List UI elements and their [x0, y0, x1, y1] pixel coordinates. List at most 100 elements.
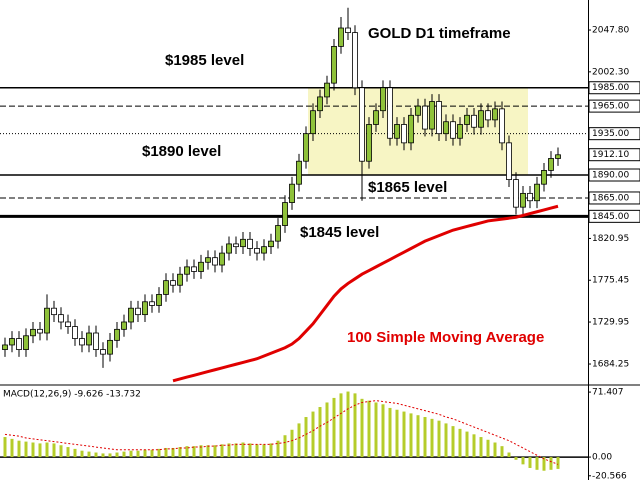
- candle-body: [51, 307, 57, 316]
- candle-body: [254, 248, 260, 254]
- macd-bar: [339, 393, 343, 458]
- candle-body: [212, 257, 218, 266]
- macd-bar: [87, 451, 91, 458]
- macd-bar: [185, 446, 189, 458]
- macd-bar: [150, 449, 154, 458]
- macd-bar: [17, 440, 21, 458]
- candle-body: [548, 158, 554, 171]
- candle-body: [142, 301, 148, 316]
- level-label: 1845.00: [592, 212, 629, 222]
- sma-label: 100 Simple Moving Average: [347, 329, 544, 346]
- macd-bar: [437, 420, 441, 458]
- macd-bar: [500, 446, 504, 458]
- macd-bar: [416, 415, 420, 458]
- level-label: 1965.00: [592, 102, 629, 112]
- candle-body: [478, 110, 484, 128]
- candle-body: [163, 280, 169, 295]
- macd-bar: [157, 448, 161, 458]
- macd-bar: [101, 453, 105, 458]
- candle-body: [2, 344, 8, 350]
- macd-bar: [3, 437, 7, 458]
- macd-bar: [199, 445, 203, 458]
- macd-bar: [465, 431, 469, 458]
- candle-body: [527, 192, 533, 202]
- annotation: $1865 level: [368, 179, 447, 196]
- macd-bar: [262, 444, 266, 458]
- candle-body: [9, 338, 15, 346]
- macd-bar: [234, 443, 238, 458]
- level-label: 1935.00: [592, 129, 629, 139]
- macd-bar: [171, 447, 175, 458]
- level-box: [588, 191, 640, 205]
- annotation: $1985 level: [165, 52, 244, 69]
- candle-body: [464, 114, 470, 125]
- macd-bar: [367, 400, 371, 458]
- candle-body: [380, 87, 386, 112]
- macd-bar: [493, 442, 497, 458]
- macd-bar: [402, 411, 406, 458]
- candle-body: [373, 110, 379, 125]
- candle-body: [282, 202, 288, 226]
- candle-body: [44, 307, 50, 334]
- candle-body: [79, 338, 85, 346]
- candle-body: [184, 266, 190, 275]
- candle-body: [268, 240, 274, 248]
- candle-body: [16, 338, 22, 350]
- macd-bar: [38, 443, 42, 458]
- macd-bar: [52, 443, 56, 458]
- macd-bar: [108, 453, 112, 458]
- level-box: [588, 99, 640, 113]
- candle-body: [401, 124, 407, 144]
- macd-bar: [409, 413, 413, 458]
- candle-body: [240, 238, 246, 248]
- candle-body: [394, 124, 400, 139]
- macd-bar: [423, 417, 427, 458]
- candle-body: [149, 301, 155, 306]
- candle-body: [506, 142, 512, 180]
- candle-body: [65, 321, 71, 327]
- y-tick-label: -20.566: [592, 471, 627, 480]
- candle-body: [317, 96, 323, 112]
- candle-body: [366, 124, 372, 162]
- macd-bar: [290, 429, 294, 458]
- candle-body: [170, 280, 176, 286]
- macd-bar: [535, 457, 539, 470]
- candle-body: [275, 225, 281, 242]
- macd-bar: [276, 440, 280, 458]
- macd-bar: [164, 447, 168, 458]
- macd-bar: [178, 447, 182, 458]
- y-tick-label: 2047.80: [592, 26, 629, 36]
- macd-bar: [549, 457, 553, 470]
- candle-body: [443, 121, 449, 135]
- macd-bar: [66, 447, 70, 458]
- y-tick-label: 71.407: [592, 388, 624, 398]
- macd-title: MACD(12,26,9) -9.626 -13.732: [3, 390, 141, 400]
- candle-body: [492, 108, 498, 121]
- sma-line: [172, 204, 559, 383]
- candle-body: [541, 170, 547, 185]
- candle-body: [534, 183, 540, 202]
- candle-body: [37, 328, 43, 334]
- candle-body: [429, 101, 435, 130]
- price-label: 1912.10: [592, 150, 629, 160]
- candle-body: [324, 82, 330, 98]
- macd-bar: [528, 457, 532, 468]
- candle-body: [422, 105, 428, 130]
- level-label: 1890.00: [592, 171, 629, 181]
- candle-body: [191, 266, 197, 272]
- macd-bar: [255, 444, 259, 458]
- candle-body: [107, 339, 113, 355]
- candle-body: [30, 328, 36, 337]
- candle-body: [387, 87, 393, 139]
- macd-bar: [395, 409, 399, 458]
- annotation: $1845 level: [300, 224, 379, 241]
- macd-bar: [59, 445, 63, 458]
- macd-bar: [521, 457, 525, 465]
- candle-body: [233, 243, 239, 248]
- macd-bar: [381, 404, 385, 458]
- candle-body: [415, 105, 421, 116]
- macd-bar: [143, 449, 147, 458]
- macd-bar: [31, 442, 35, 458]
- candle-body: [128, 307, 134, 323]
